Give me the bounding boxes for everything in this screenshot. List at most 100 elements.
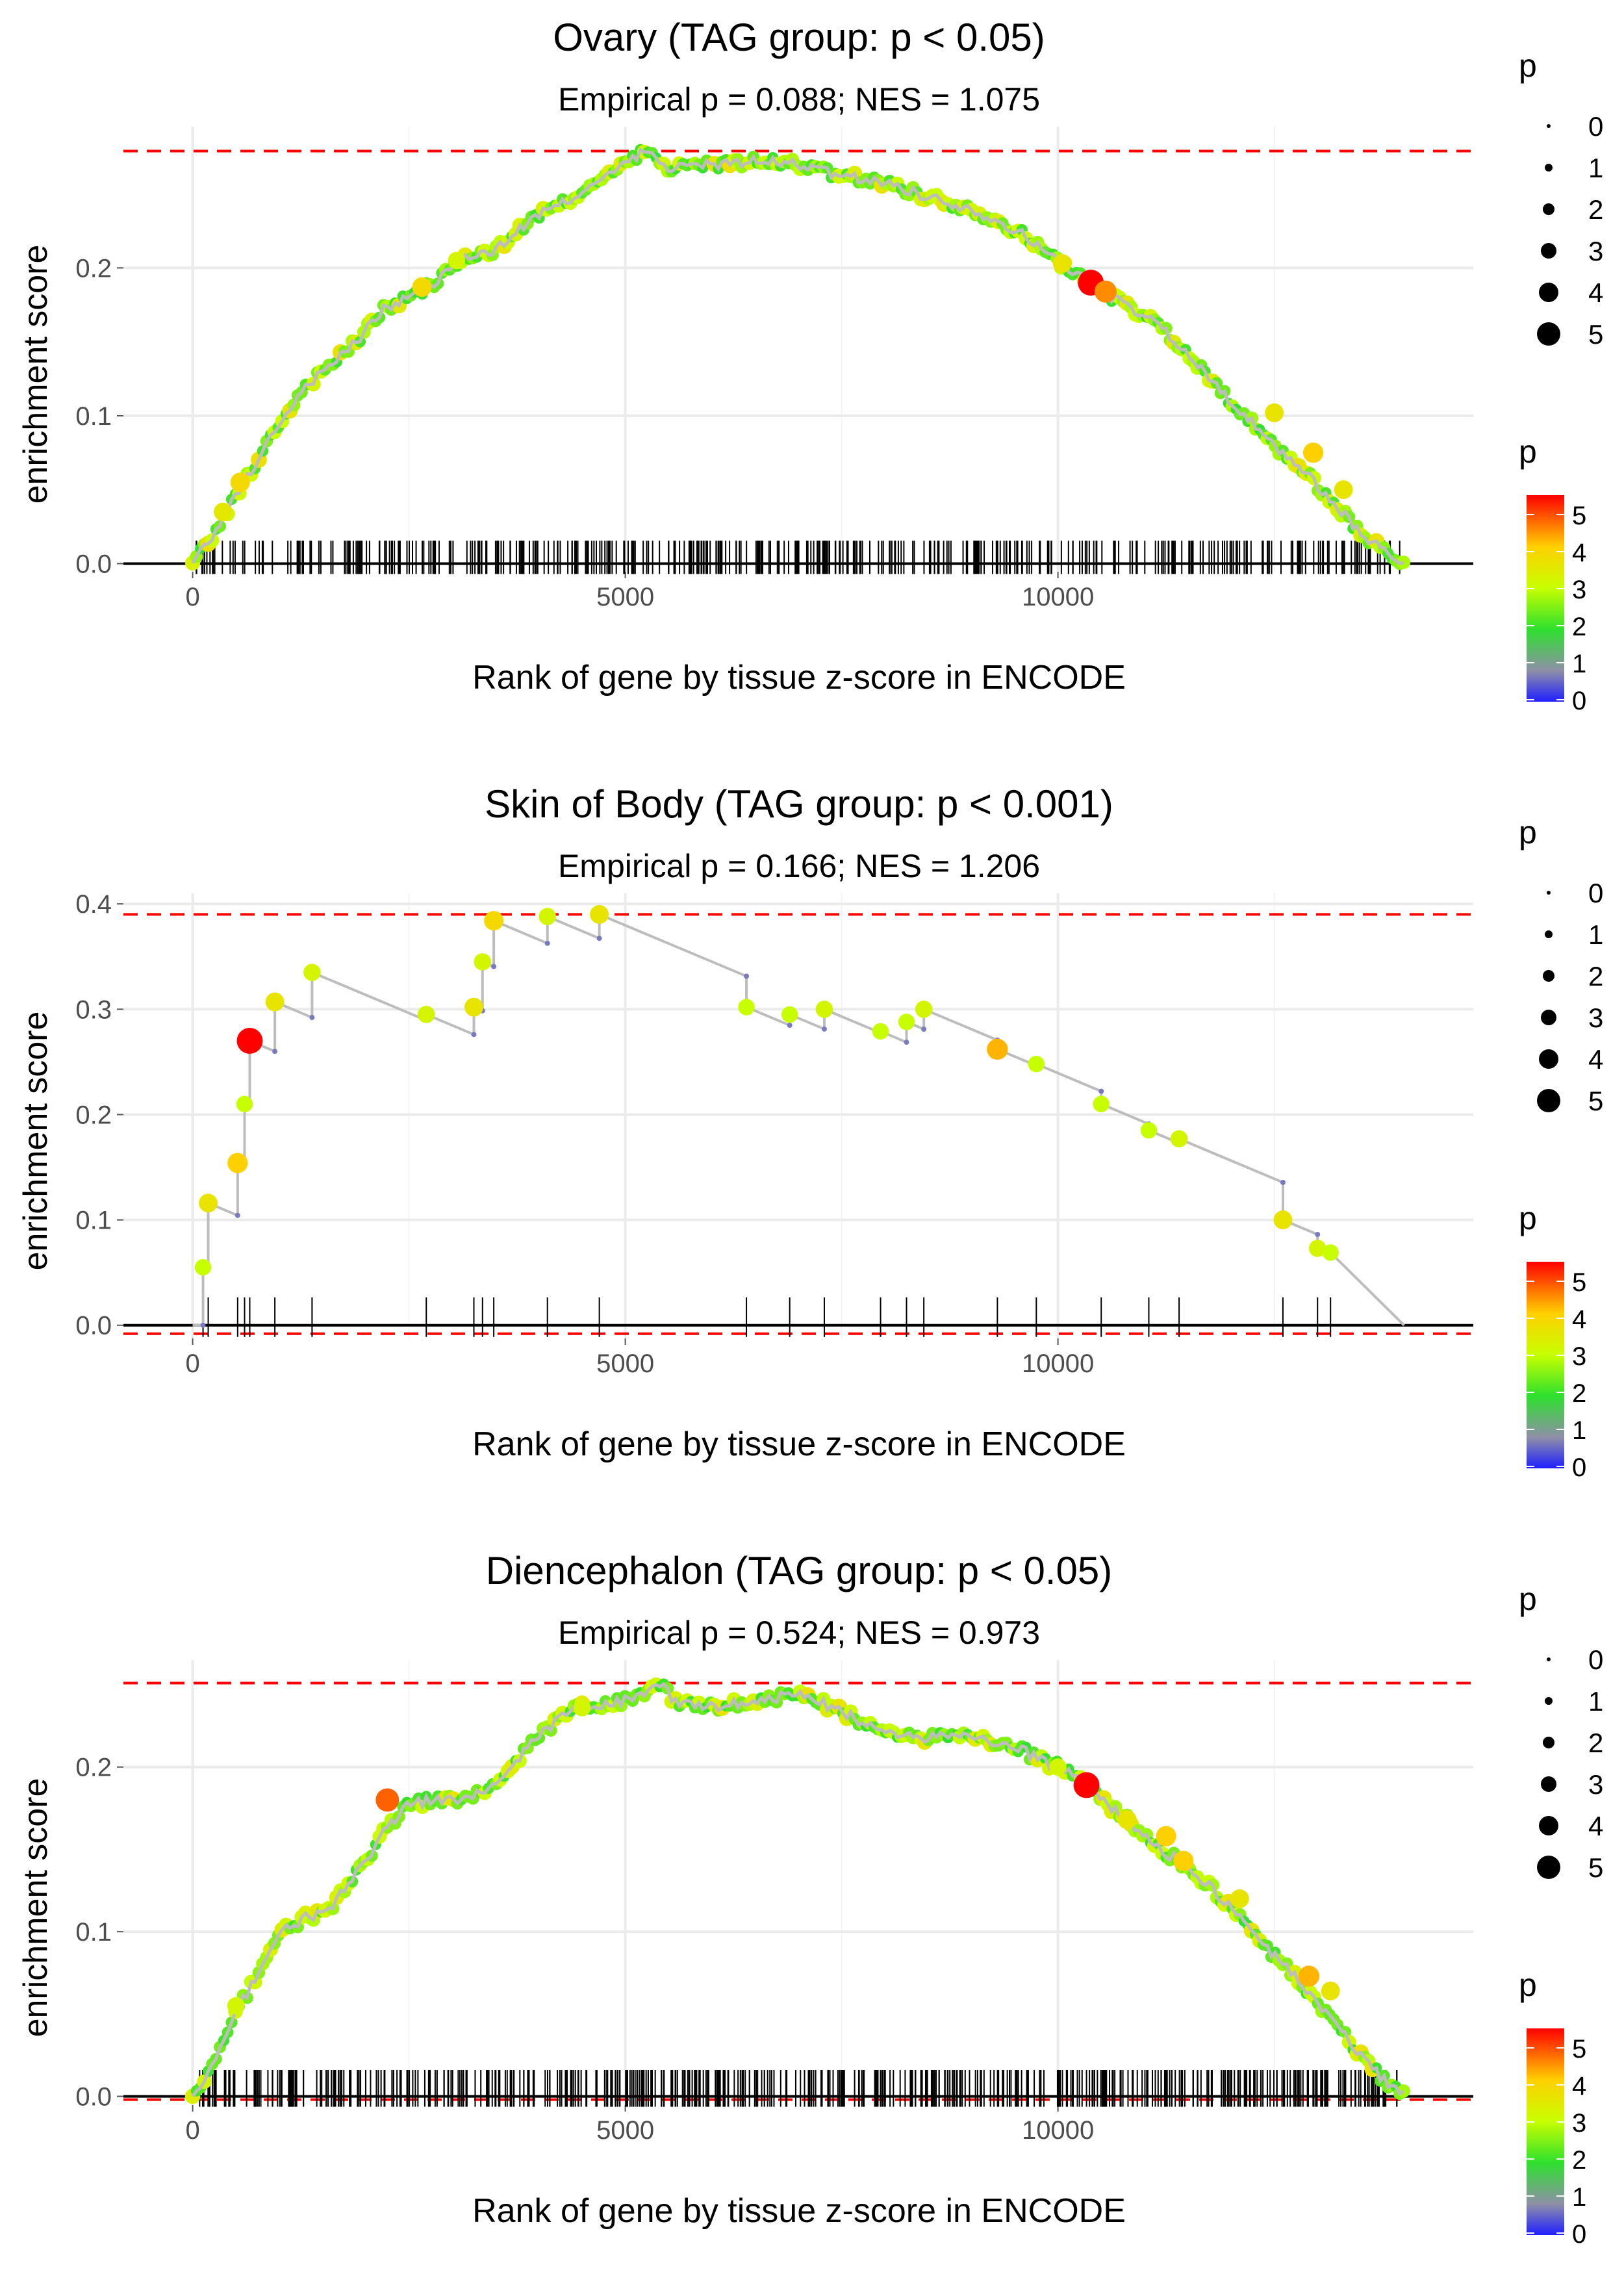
- es-hit-point: [227, 1153, 248, 1173]
- plot-subtitle: Empirical p = 0.524; NES = 0.973: [558, 1615, 1040, 1651]
- es-base-point: [235, 1212, 240, 1218]
- size-legend: p 0 1 2 3 4 5: [1519, 47, 1603, 350]
- es-hit-point: [199, 1194, 218, 1213]
- es-curve: [191, 147, 1404, 566]
- plot-subtitle: Empirical p = 0.088; NES = 1.075: [558, 81, 1040, 118]
- es-highlight-point: [573, 1699, 591, 1717]
- es-highlight-point: [1049, 1758, 1067, 1776]
- y-tick-label: 0.0: [75, 2083, 112, 2112]
- size-key-3: [1541, 1010, 1556, 1025]
- es-hit-point: [194, 1258, 212, 1276]
- es-hit-point: [987, 1038, 1008, 1060]
- size-key-label: 1: [1588, 919, 1603, 950]
- color-legend: p 5 4 3 2 1 0: [1519, 1200, 1586, 1482]
- size-key-3: [1541, 243, 1556, 259]
- color-bar: [1527, 1262, 1564, 1468]
- es-segment: [598, 913, 747, 978]
- y-tick-label: 0.1: [75, 1207, 112, 1235]
- es-base-point: [200, 1322, 206, 1328]
- y-tick-label: 0.4: [75, 890, 112, 919]
- es-highlight-point: [375, 1788, 400, 1812]
- es-highlight-point: [1334, 480, 1353, 500]
- size-key-0: [1547, 1657, 1551, 1661]
- size-key-label: 0: [1588, 878, 1603, 908]
- x-axis-title: Rank of gene by tissue z-score in ENCODE: [472, 1425, 1126, 1463]
- es-hit-point: [898, 1014, 915, 1030]
- color-key-label: 4: [1572, 1305, 1586, 1334]
- size-key-label: 2: [1588, 194, 1603, 225]
- es-hit-point: [815, 1001, 833, 1018]
- es-highlight-point: [1052, 254, 1072, 273]
- es-segment: [1035, 1062, 1102, 1093]
- es-highlight-point: [448, 251, 466, 270]
- x-axis-title: Rank of gene by tissue z-score in ENCODE: [472, 659, 1126, 696]
- x-tick-label: 5000: [596, 2116, 654, 2145]
- es-path: [192, 913, 1405, 1327]
- es-segment: [1329, 1251, 1405, 1327]
- color-key-label: 5: [1572, 1268, 1586, 1297]
- x-tick-label: 10000: [1022, 1349, 1094, 1378]
- es-highlight-point: [1073, 1772, 1100, 1798]
- es-hit-point: [236, 1095, 253, 1112]
- es-highlight-point: [227, 1997, 245, 2015]
- color-key-label: 0: [1572, 1453, 1586, 1482]
- es-hit-point: [474, 953, 492, 971]
- es-segment: [311, 971, 427, 1022]
- y-tick-label: 0.0: [75, 1312, 112, 1340]
- size-key-5: [1537, 1089, 1560, 1112]
- color-legend-title: p: [1519, 433, 1537, 470]
- es-hit-point: [781, 1006, 798, 1023]
- plot-subtitle: Empirical p = 0.166; NES = 1.206: [558, 848, 1040, 884]
- es-hit-point: [303, 964, 321, 981]
- color-key-label: 1: [1572, 2183, 1586, 2212]
- size-legend: p 0 1 2 3 4 5: [1519, 1581, 1603, 1883]
- size-key-5: [1537, 1856, 1560, 1879]
- es-base-point: [544, 940, 550, 946]
- panel-skin-of-body: Skin of Body (TAG group: p < 0.001) Empi…: [17, 782, 1603, 1482]
- size-key-1: [1545, 930, 1553, 938]
- es-base-point: [471, 1032, 477, 1038]
- panel-ovary: Ovary (TAG group: p < 0.05) Empirical p …: [17, 16, 1603, 715]
- x-tick-label: 0: [185, 583, 199, 611]
- es-base-point: [1280, 1179, 1286, 1185]
- es-highlight-point: [1321, 1981, 1340, 2000]
- y-tick-label: 0.2: [75, 1754, 112, 1782]
- x-tick-label: 10000: [1022, 583, 1094, 611]
- y-tick-label: 0.3: [75, 995, 112, 1024]
- rug: [196, 541, 1401, 574]
- x-tick-label: 5000: [596, 583, 654, 611]
- y-tick-label: 0.2: [75, 254, 112, 283]
- es-curve: [191, 1681, 1405, 2098]
- color-legend-title: p: [1519, 1967, 1537, 2003]
- es-base-point: [787, 1023, 793, 1028]
- es-hit-point: [1170, 1130, 1188, 1148]
- size-key-label: 5: [1588, 1852, 1603, 1883]
- es-segment: [923, 1008, 998, 1041]
- size-key-label: 2: [1588, 961, 1603, 991]
- x-tick-label: 5000: [596, 1349, 654, 1378]
- es-highlight-point: [1117, 1810, 1137, 1830]
- color-key-label: 4: [1572, 539, 1586, 567]
- plot-area: 0 5000 10000 0.0 0.1 0.2: [75, 127, 1473, 611]
- size-key-2: [1543, 203, 1554, 215]
- size-key-4: [1539, 283, 1558, 302]
- color-key-label: 1: [1572, 1416, 1586, 1445]
- size-key-4: [1539, 1816, 1558, 1835]
- size-key-2: [1543, 1737, 1554, 1748]
- color-legend-title: p: [1519, 1200, 1537, 1236]
- es-highlight-point: [1265, 403, 1284, 422]
- es-hit-point: [1273, 1210, 1293, 1230]
- es-base-point: [272, 1049, 278, 1054]
- x-tick-label: 0: [185, 1349, 199, 1378]
- color-key-label: 2: [1572, 2146, 1586, 2175]
- size-legend-title: p: [1519, 47, 1537, 84]
- color-key-label: 4: [1572, 2072, 1586, 2101]
- es-base-point: [821, 1026, 827, 1032]
- color-key-label: 0: [1572, 687, 1586, 715]
- size-key-label: 0: [1588, 1644, 1603, 1675]
- size-key-label: 2: [1588, 1728, 1603, 1758]
- plot-title: Ovary (TAG group: p < 0.05): [553, 16, 1045, 59]
- rug: [202, 1297, 1332, 1337]
- es-hit-point: [590, 904, 609, 924]
